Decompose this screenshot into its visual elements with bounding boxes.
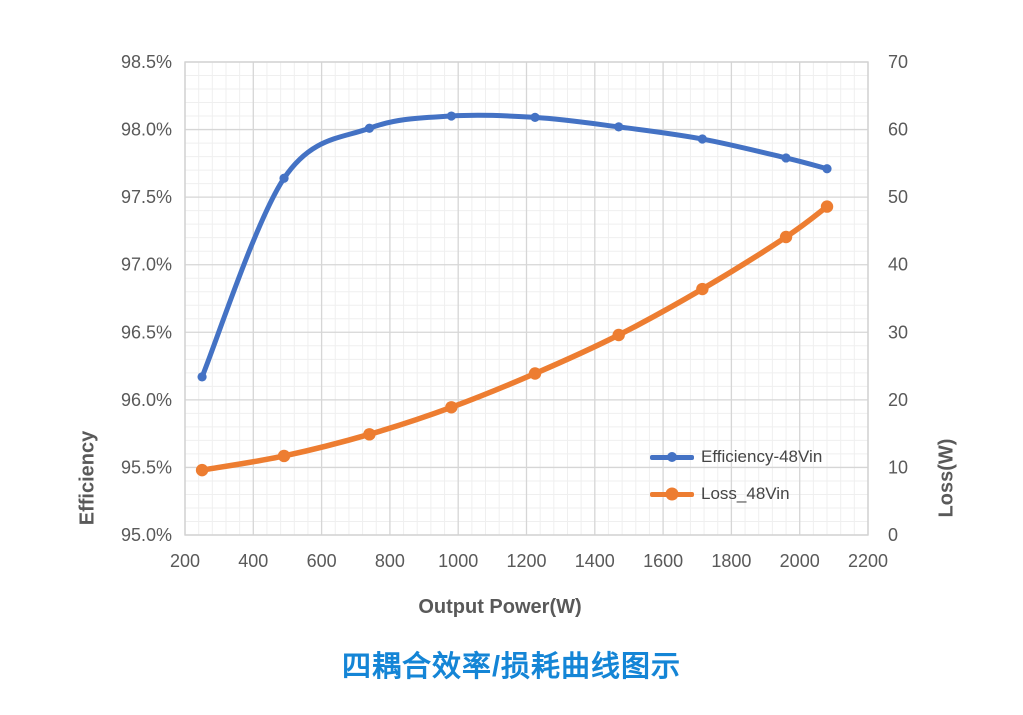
loss-data-point [277, 449, 291, 463]
chart-title: 四耦合效率/损耗曲线图示 [341, 651, 682, 683]
y-right-tick-label: 30 [888, 322, 908, 342]
y-right-tick-label: 40 [888, 255, 908, 275]
efficiency-data-point [197, 372, 207, 382]
y-left-tick-label: 96.5% [121, 322, 172, 342]
loss-data-point [779, 230, 793, 244]
efficiency-series-line [199, 112, 830, 380]
loss-data-point [820, 200, 834, 213]
x-tick-label: 200 [170, 551, 200, 571]
y-axis-title-left: Efficiency [76, 430, 99, 526]
x-tick-label: 1000 [438, 551, 478, 571]
y-left-tick-label: 98.5% [121, 52, 172, 72]
loss-legend-marker [650, 487, 694, 501]
y-axis-title-right: Loss(W) [935, 438, 958, 518]
loss-data-point [445, 401, 458, 414]
y-left-tick-label: 95.5% [121, 457, 172, 477]
y-left-tick-label: 95.0% [121, 525, 172, 545]
efficiency-data-point [279, 173, 289, 183]
y-left-tick-label: 97.5% [121, 187, 172, 207]
y-right-tick-label: 0 [888, 525, 898, 545]
loss-data-point [363, 428, 376, 441]
chart-plot-area: 200 400 600 800 1000 1200 1400 1600 1800 2000 2200… [121, 52, 908, 571]
efficiency-data-point [822, 164, 832, 174]
loss-data-point [528, 367, 542, 380]
y-right-tick-label: 70 [888, 52, 908, 72]
x-tick-label: 600 [307, 551, 337, 571]
legend-item-loss[interactable]: Loss_48Vin [650, 484, 822, 504]
x-tick-label: 400 [238, 551, 268, 571]
x-axis-title: Output Power(W) [418, 596, 582, 618]
x-tick-label: 1400 [575, 551, 615, 571]
legend-item-efficiency[interactable]: Efficiency-48Vin [650, 447, 822, 467]
efficiency-data-point [697, 134, 707, 144]
loss-data-point [195, 463, 209, 477]
y-left-tick-label: 97.0% [121, 255, 172, 275]
efficiency-legend-marker [650, 452, 694, 462]
x-tick-label: 2000 [780, 551, 820, 571]
legend-label-loss: Loss_48Vin [701, 484, 790, 503]
x-tick-label: 1200 [506, 551, 546, 571]
y-right-tick-label: 20 [888, 390, 908, 410]
efficiency-data-point [781, 153, 791, 163]
y-left-tick-label: 98.0% [121, 120, 172, 140]
legend: Efficiency-48Vin Loss_48Vin [650, 447, 822, 504]
loss-series-line [199, 203, 830, 473]
x-tick-label: 1800 [711, 551, 751, 571]
y-right-tick-label: 10 [888, 457, 908, 477]
x-tick-label: 1600 [643, 551, 683, 571]
loss-data-point [696, 282, 709, 296]
efficiency-data-point [614, 122, 624, 132]
efficiency-data-point [364, 123, 375, 133]
y-right-tick-label: 60 [888, 120, 908, 140]
y-right-tick-label: 50 [888, 187, 908, 207]
x-tick-label: 800 [375, 551, 405, 571]
plot-border [184, 61, 869, 536]
loss-data-point [612, 328, 625, 342]
efficiency-data-point [530, 112, 540, 123]
legend-label-efficiency: Efficiency-48Vin [701, 447, 823, 466]
y-left-tick-label: 96.0% [121, 390, 172, 410]
x-tick-label: 2200 [848, 551, 888, 571]
efficiency-data-point [446, 111, 456, 121]
